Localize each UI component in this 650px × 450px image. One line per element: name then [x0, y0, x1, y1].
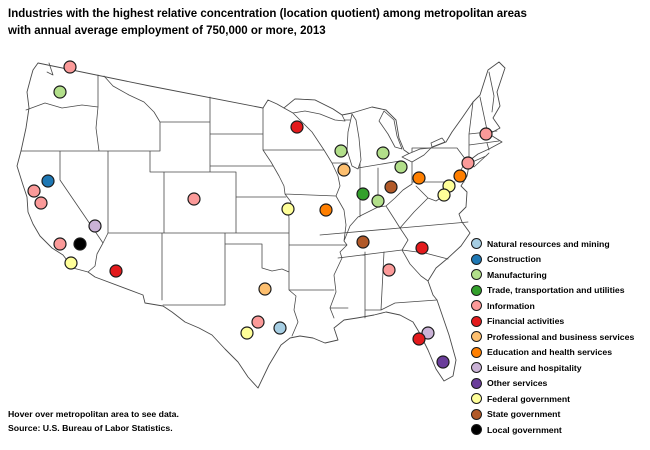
- metro-dot[interactable]: [334, 144, 348, 158]
- metro-dot[interactable]: [53, 237, 67, 251]
- legend-item: Local government: [471, 422, 634, 438]
- metro-dot[interactable]: [73, 237, 87, 251]
- legend-item: State government: [471, 407, 634, 423]
- legend-swatch: [471, 362, 482, 374]
- metro-dot[interactable]: [356, 235, 370, 249]
- metro-dot[interactable]: [273, 321, 287, 335]
- metro-dot[interactable]: [251, 315, 265, 329]
- metro-dot[interactable]: [88, 219, 102, 233]
- lake-ontario: [430, 137, 446, 148]
- legend-item: Manufacturing: [471, 267, 634, 283]
- legend-item: Leisure and hospitality: [471, 360, 634, 376]
- map-dots: [27, 60, 493, 369]
- metro-dot[interactable]: [437, 188, 451, 202]
- legend-label: Construction: [487, 254, 542, 265]
- metro-dot[interactable]: [461, 156, 475, 170]
- legend-label: Other services: [487, 378, 548, 389]
- legend-label: Professional and business services: [487, 331, 635, 342]
- legend-swatch: [471, 284, 482, 296]
- metro-dot[interactable]: [41, 174, 55, 188]
- metro-dot[interactable]: [412, 332, 426, 346]
- legend-item: Other services: [471, 376, 634, 392]
- legend-swatch: [471, 269, 482, 281]
- legend-swatch: [471, 238, 482, 250]
- legend-item: Information: [471, 298, 634, 314]
- legend-label: Information: [487, 300, 535, 311]
- metro-dot[interactable]: [240, 326, 254, 340]
- metro-dot[interactable]: [384, 180, 398, 194]
- title-line-2: with annual average employment of 750,00…: [8, 24, 326, 37]
- legend-item: Natural resources and mining: [471, 236, 634, 252]
- legend-label: Federal government: [487, 393, 571, 404]
- lake-michigan: [346, 113, 362, 170]
- page-title: Industries with the highest relative con…: [8, 6, 644, 39]
- legend-item: Federal government: [471, 391, 634, 407]
- metro-dot[interactable]: [412, 171, 426, 185]
- industry-legend: Natural resources and mining Construction…: [471, 236, 634, 438]
- metro-dot[interactable]: [415, 241, 429, 255]
- metro-dot[interactable]: [356, 187, 370, 201]
- legend-label: Education and health services: [487, 347, 613, 358]
- legend-swatch: [471, 331, 482, 343]
- legend-swatch: [471, 346, 482, 358]
- lake-superior: [283, 98, 346, 122]
- metro-dot[interactable]: [281, 202, 295, 216]
- metro-dot[interactable]: [258, 282, 272, 296]
- legend-swatch: [471, 253, 482, 265]
- lake-huron: [378, 110, 403, 150]
- legend-label: Financial activities: [487, 316, 565, 327]
- legend-swatch: [471, 408, 482, 420]
- legend-item: Financial activities: [471, 314, 634, 330]
- legend-swatch: [471, 377, 482, 389]
- metro-dot[interactable]: [27, 184, 41, 198]
- legend-item: Professional and business services: [471, 329, 634, 345]
- legend-swatch: [471, 424, 482, 436]
- legend-swatch: [471, 393, 482, 405]
- metro-dot[interactable]: [436, 355, 450, 369]
- great-lakes: [283, 98, 490, 170]
- metro-dot[interactable]: [34, 196, 48, 210]
- metro-dot[interactable]: [63, 60, 77, 74]
- metro-dot[interactable]: [337, 163, 351, 177]
- legend-label: Natural resources and mining: [487, 238, 610, 249]
- legend-label: Trade, transportation and utilities: [487, 285, 625, 296]
- metro-dot[interactable]: [421, 326, 435, 340]
- footer-note: Hover over metropolitan area to see data…: [8, 407, 179, 435]
- legend-label: Manufacturing: [487, 269, 547, 280]
- legend-swatch: [471, 315, 482, 327]
- legend-item: Construction: [471, 252, 634, 268]
- source-note: Source: U.S. Bureau of Labor Statistics.: [8, 423, 173, 433]
- metro-dot[interactable]: [53, 85, 67, 99]
- legend-swatch: [471, 300, 482, 312]
- metro-dot[interactable]: [382, 263, 396, 277]
- legend-label: Local government: [487, 424, 562, 435]
- hover-instruction: Hover over metropolitan area to see data…: [8, 409, 179, 419]
- metro-dot[interactable]: [376, 146, 390, 160]
- metro-dot[interactable]: [64, 256, 78, 270]
- legend-label: State government: [487, 409, 561, 420]
- metro-dot[interactable]: [319, 203, 333, 217]
- metro-dot[interactable]: [479, 127, 493, 141]
- legend-label: Leisure and hospitality: [487, 362, 582, 373]
- metro-dot[interactable]: [109, 264, 123, 278]
- title-line-1: Industries with the highest relative con…: [8, 8, 527, 20]
- lake-erie: [401, 147, 432, 163]
- legend-item: Trade, transportation and utilities: [471, 283, 634, 299]
- metro-dot[interactable]: [290, 120, 304, 134]
- metro-dot[interactable]: [394, 160, 408, 174]
- metro-dot[interactable]: [371, 194, 385, 208]
- metro-dot[interactable]: [187, 192, 201, 206]
- metro-dot[interactable]: [453, 169, 467, 183]
- legend-item: Education and health services: [471, 345, 634, 361]
